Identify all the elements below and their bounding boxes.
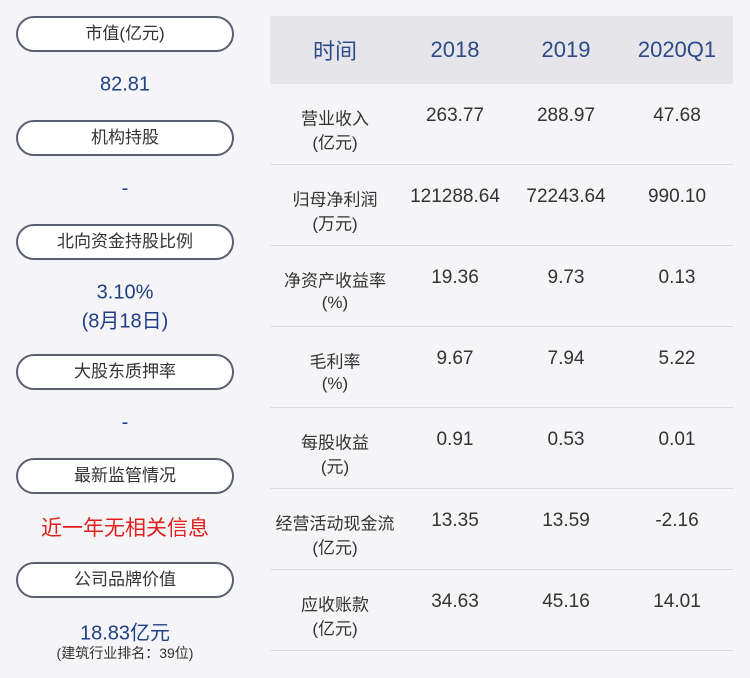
- metric-value: -: [121, 411, 129, 434]
- data-cell: 19.36: [431, 267, 479, 288]
- data-cell: 0.53: [547, 429, 585, 450]
- header-cell: 2020Q1: [637, 37, 717, 62]
- header-cell: 2019: [541, 37, 591, 62]
- data-cell: 45.16: [542, 591, 590, 612]
- metric-label: 公司品牌价值: [16, 562, 234, 598]
- data-cell: 990.10: [647, 186, 707, 207]
- row-divider: [270, 569, 733, 570]
- metric-label: 北向资金持股比例: [16, 224, 234, 260]
- metric-value: -: [121, 177, 129, 200]
- data-cell: 47.68: [653, 105, 701, 126]
- data-cell: 72243.64: [526, 186, 606, 207]
- data-cell: 34.63: [431, 591, 479, 612]
- row-name: 应收账款: [301, 595, 369, 615]
- row-divider: [270, 164, 733, 165]
- metric-value: 近一年无相关信息: [41, 517, 209, 540]
- data-cell: 263.77: [425, 105, 485, 126]
- header-cell: 时间: [312, 39, 358, 64]
- row-divider: [270, 245, 733, 246]
- data-cell: 0.01: [658, 429, 696, 450]
- row-name: (亿元): [312, 619, 358, 639]
- metric-label: 最新监管情况: [16, 458, 234, 494]
- data-cell: 0.13: [658, 267, 696, 288]
- data-cell: 7.94: [547, 348, 585, 369]
- row-divider: [270, 407, 733, 408]
- row-name: 归母净利润: [292, 190, 378, 210]
- metric-label: 市值(亿元): [16, 16, 234, 52]
- row-divider: [270, 488, 733, 489]
- metric-label: 机构持股: [16, 120, 234, 156]
- row-name: 毛利率: [309, 352, 361, 372]
- row-name: 每股收益: [301, 433, 369, 453]
- row-name: (%): [321, 374, 349, 393]
- table-header: [270, 16, 733, 84]
- metric-value: 18.83亿元: [79, 622, 171, 645]
- data-cell: -2.16: [655, 510, 699, 531]
- data-cell: 288.97: [536, 105, 596, 126]
- metric-value: (8月18日): [81, 310, 169, 333]
- row-name: (万元): [312, 214, 358, 234]
- row-name: (%): [321, 293, 349, 312]
- data-cell: 121288.64: [410, 186, 500, 207]
- row-divider: [270, 326, 733, 327]
- metric-value: 3.10%: [96, 281, 154, 304]
- data-cell: 9.67: [436, 348, 474, 369]
- data-cell: 0.91: [436, 429, 474, 450]
- metric-value: (建筑行业排名：39位): [56, 645, 194, 661]
- data-cell: 9.73: [547, 267, 585, 288]
- data-cell: 5.22: [658, 348, 696, 369]
- data-cell: 13.35: [431, 510, 479, 531]
- metric-label: 大股东质押率: [16, 354, 234, 390]
- data-cell: 14.01: [653, 591, 701, 612]
- row-name: (亿元): [312, 133, 358, 153]
- row-name: 营业收入: [301, 109, 369, 129]
- row-name: (元): [320, 457, 350, 477]
- data-cell: 13.59: [542, 510, 590, 531]
- row-name: 净资产收益率: [284, 271, 386, 291]
- row-divider: [270, 650, 733, 651]
- metric-value: 82.81: [99, 73, 151, 96]
- row-name: (亿元): [312, 538, 358, 558]
- header-cell: 2018: [430, 37, 480, 62]
- row-name: 经营活动现金流: [275, 514, 395, 534]
